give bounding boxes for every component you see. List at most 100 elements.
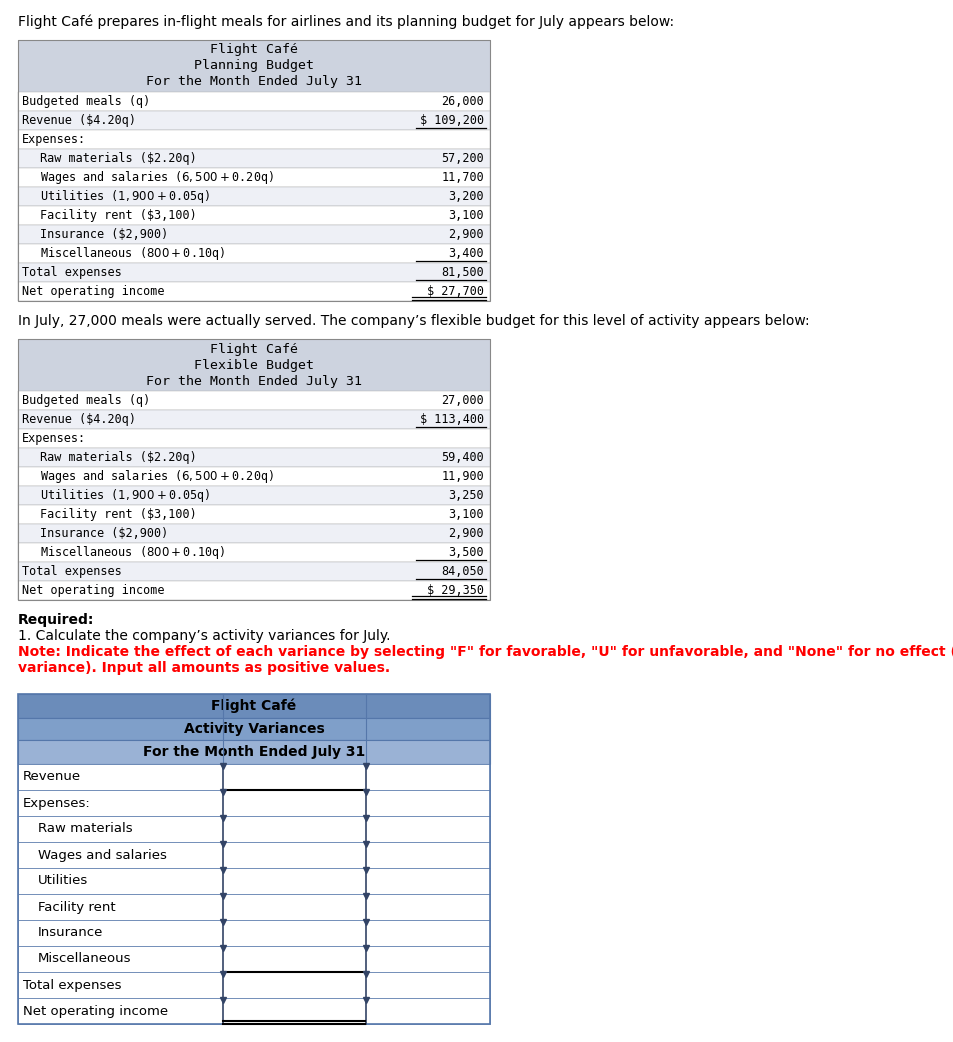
Bar (18, 894, 490, 920)
Text: In July, 27,000 meals were actually served. The company’s flexible budget for th: In July, 27,000 meals were actually serv… (18, 314, 809, 328)
Bar (18, 339, 490, 391)
Text: Raw materials ($2.20q): Raw materials ($2.20q) (40, 451, 196, 464)
Text: Miscellaneous ($800 + $0.10q): Miscellaneous ($800 + $0.10q) (40, 245, 225, 262)
Text: Facility rent ($3,100): Facility rent ($3,100) (40, 209, 196, 222)
Text: For the Month Ended July 31: For the Month Ended July 31 (146, 374, 361, 388)
Text: Revenue ($4.20q): Revenue ($4.20q) (22, 114, 136, 127)
Text: Raw materials: Raw materials (38, 822, 132, 836)
Text: Flight Café prepares in-flight meals for airlines and its planning budget for Ju: Flight Café prepares in-flight meals for… (18, 15, 674, 29)
Text: Utilities ($1,900 + $0.05q): Utilities ($1,900 + $0.05q) (40, 487, 210, 504)
Text: Miscellaneous: Miscellaneous (38, 952, 132, 966)
Bar (18, 149, 490, 168)
Text: Expenses:: Expenses: (22, 133, 86, 146)
Text: Flight Café: Flight Café (210, 343, 297, 355)
Bar (18, 694, 490, 1024)
Bar (18, 581, 490, 600)
Bar (18, 505, 490, 524)
Text: Planning Budget: Planning Budget (193, 59, 314, 73)
Text: 84,050: 84,050 (441, 565, 483, 578)
Text: Budgeted meals (q): Budgeted meals (q) (22, 95, 150, 108)
Text: Flexible Budget: Flexible Budget (193, 358, 314, 372)
Bar (18, 168, 490, 187)
Bar (18, 263, 490, 282)
Text: 11,700: 11,700 (441, 171, 483, 184)
Bar (18, 868, 490, 894)
Bar (18, 206, 490, 225)
Bar (18, 187, 490, 206)
Bar (18, 816, 490, 842)
Bar (18, 92, 490, 111)
Text: 59,400: 59,400 (441, 451, 483, 464)
Bar (18, 920, 490, 946)
Bar (18, 740, 490, 764)
Text: Total expenses: Total expenses (23, 978, 121, 992)
Bar (18, 339, 490, 600)
Bar (18, 764, 490, 790)
Text: 57,200: 57,200 (441, 152, 483, 165)
Text: 3,400: 3,400 (448, 247, 483, 260)
Text: Net operating income: Net operating income (22, 286, 164, 298)
Bar (18, 244, 490, 263)
Text: 26,000: 26,000 (441, 95, 483, 108)
Text: Facility rent: Facility rent (38, 900, 115, 914)
Bar (18, 467, 490, 486)
Text: 3,100: 3,100 (448, 209, 483, 222)
Text: 2,900: 2,900 (448, 228, 483, 241)
Text: 3,500: 3,500 (448, 546, 483, 559)
Bar (18, 972, 490, 998)
Text: Wages and salaries ($6,500+ $0.20q): Wages and salaries ($6,500+ $0.20q) (40, 468, 274, 485)
Bar (18, 448, 490, 467)
Bar (18, 40, 490, 301)
Text: 11,900: 11,900 (441, 470, 483, 483)
Text: Miscellaneous ($800 + $0.10q): Miscellaneous ($800 + $0.10q) (40, 544, 225, 561)
Text: Flight Café: Flight Café (210, 44, 297, 56)
Bar (18, 40, 490, 92)
Text: Revenue: Revenue (23, 770, 81, 784)
Bar (18, 130, 490, 149)
Bar (18, 486, 490, 505)
Text: Raw materials ($2.20q): Raw materials ($2.20q) (40, 152, 196, 165)
Bar (18, 718, 490, 740)
Text: For the Month Ended July 31: For the Month Ended July 31 (146, 75, 361, 89)
Bar (18, 562, 490, 581)
Text: Expenses:: Expenses: (22, 432, 86, 445)
Text: 3,200: 3,200 (448, 190, 483, 203)
Text: Wages and salaries ($6,500 + $0.20q): Wages and salaries ($6,500 + $0.20q) (40, 169, 274, 187)
Text: Activity Variances: Activity Variances (183, 722, 324, 736)
Text: $ 109,200: $ 109,200 (419, 114, 483, 127)
Text: Budgeted meals (q): Budgeted meals (q) (22, 394, 150, 407)
Text: $ 27,700: $ 27,700 (427, 286, 483, 298)
Text: Wages and salaries: Wages and salaries (38, 848, 167, 862)
Bar (18, 225, 490, 244)
Text: Revenue ($4.20q): Revenue ($4.20q) (22, 413, 136, 426)
Text: Utilities ($1,900 + $0.05q): Utilities ($1,900 + $0.05q) (40, 188, 210, 205)
Text: Net operating income: Net operating income (22, 584, 164, 597)
Text: Insurance ($2,900): Insurance ($2,900) (40, 228, 168, 241)
Text: Utilities: Utilities (38, 874, 89, 888)
Text: 3,100: 3,100 (448, 508, 483, 521)
Text: Net operating income: Net operating income (23, 1004, 168, 1017)
Text: Facility rent ($3,100): Facility rent ($3,100) (40, 508, 196, 521)
Text: 81,500: 81,500 (441, 266, 483, 279)
Text: 2,900: 2,900 (448, 527, 483, 540)
Bar (18, 429, 490, 448)
Bar (18, 391, 490, 410)
Bar (18, 524, 490, 543)
Text: Expenses:: Expenses: (23, 796, 91, 810)
Text: $ 29,350: $ 29,350 (427, 584, 483, 597)
Text: Required:: Required: (18, 613, 94, 627)
Text: Total expenses: Total expenses (22, 266, 122, 279)
Text: 3,250: 3,250 (448, 489, 483, 502)
Text: Insurance ($2,900): Insurance ($2,900) (40, 527, 168, 540)
Text: Flight Café: Flight Café (212, 699, 296, 714)
Bar (18, 282, 490, 301)
Text: Total expenses: Total expenses (22, 565, 122, 578)
Text: 1. Calculate the company’s activity variances for July.: 1. Calculate the company’s activity vari… (18, 629, 390, 643)
Text: Insurance: Insurance (38, 926, 103, 940)
Bar (18, 111, 490, 130)
Bar (18, 694, 490, 718)
Text: For the Month Ended July 31: For the Month Ended July 31 (143, 745, 365, 759)
Bar (18, 410, 490, 429)
Bar (18, 842, 490, 868)
Bar (18, 946, 490, 972)
